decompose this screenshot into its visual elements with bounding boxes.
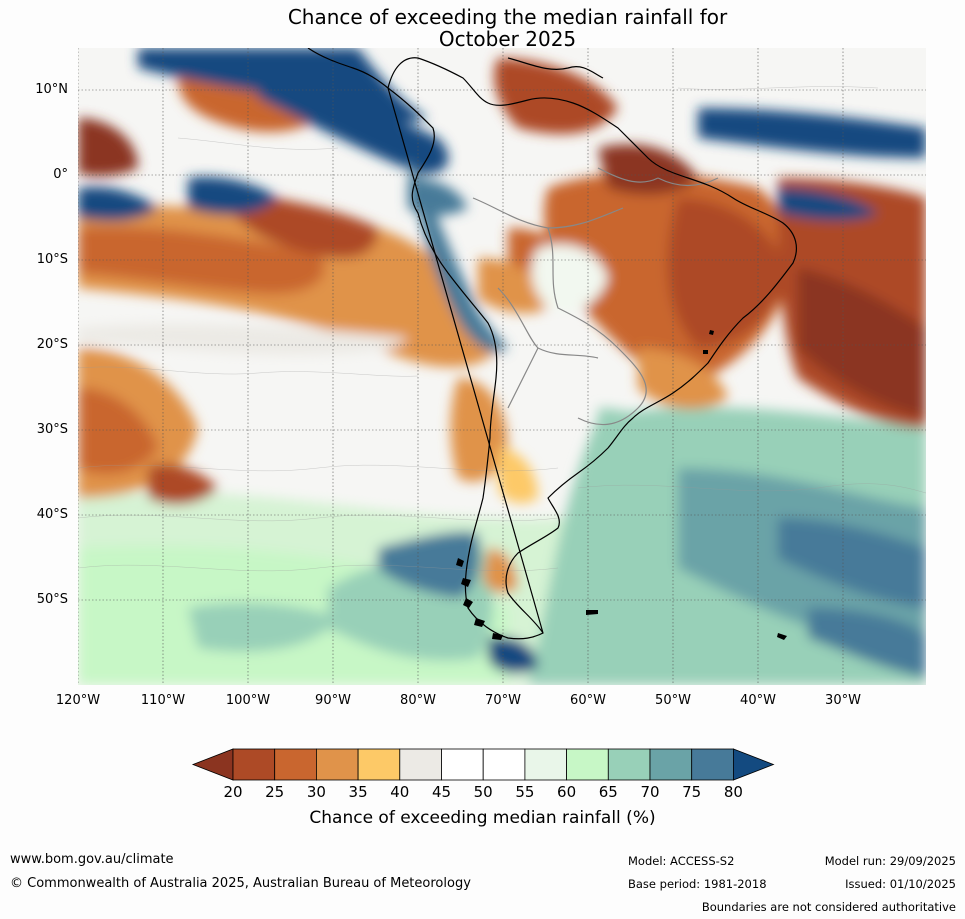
colorbar-tick-label: 40 bbox=[390, 783, 410, 801]
footer-model-run: Model run: 29/09/2025 bbox=[824, 854, 956, 868]
colorbar-segment bbox=[232, 748, 276, 781]
colorbar-tick-label: 70 bbox=[640, 783, 660, 801]
rainfall-map bbox=[78, 48, 926, 685]
colorbar bbox=[191, 748, 775, 781]
lon-label-90w: 90°W bbox=[315, 693, 351, 708]
lon-label-50w: 50°W bbox=[655, 693, 691, 708]
colorbar-label: Chance of exceeding median rainfall (%) bbox=[309, 808, 656, 828]
colorbar-tick-label: 35 bbox=[348, 783, 368, 801]
map-title-line-1: Chance of exceeding the median rainfall … bbox=[287, 5, 728, 29]
colorbar-tick-label: 65 bbox=[598, 783, 618, 801]
lon-label-120w: 120°W bbox=[55, 693, 101, 708]
colorbar-segment bbox=[607, 748, 651, 781]
colorbar-segment bbox=[274, 748, 317, 781]
colorbar-tick-label: 75 bbox=[682, 783, 702, 801]
map-title-line-2: October 2025 bbox=[438, 27, 577, 51]
colorbar-tick-label: 30 bbox=[306, 783, 326, 801]
lat-label-0: 0° bbox=[53, 167, 68, 182]
lon-label-30w: 30°W bbox=[825, 693, 861, 708]
lat-label-30s: 30°S bbox=[36, 422, 68, 437]
footer-website: www.bom.gov.au/climate bbox=[10, 852, 174, 867]
footer-disclaimer: Boundaries are not considered authoritat… bbox=[701, 900, 956, 914]
footer-issued: Issued: 01/10/2025 bbox=[845, 877, 956, 891]
colorbar-tick-label: 20 bbox=[223, 783, 243, 801]
lon-label-70w: 70°W bbox=[485, 693, 521, 708]
lon-label-60w: 60°W bbox=[570, 693, 606, 708]
colorbar-tick-label: 80 bbox=[723, 783, 743, 801]
colorbar-tick-label: 60 bbox=[557, 783, 577, 801]
lat-label-10n: 10°N bbox=[35, 82, 68, 97]
colorbar-segment bbox=[316, 748, 359, 781]
lon-label-110w: 110°W bbox=[140, 693, 186, 708]
footer-base-period: Base period: 1981-2018 bbox=[628, 877, 767, 891]
colorbar-segment bbox=[441, 748, 484, 781]
colorbar-extend-high bbox=[733, 748, 775, 781]
lat-label-10s: 10°S bbox=[36, 252, 68, 267]
footer-copyright: © Commonwealth of Australia 2025, Austra… bbox=[10, 876, 471, 891]
lat-label-20s: 20°S bbox=[36, 337, 68, 352]
lat-label-50s: 50°S bbox=[36, 592, 68, 607]
colorbar-segment bbox=[399, 748, 442, 781]
colorbar-tick-label: 45 bbox=[431, 783, 452, 801]
colorbar-segment bbox=[357, 748, 401, 781]
colorbar-tick-label: 55 bbox=[515, 783, 535, 801]
colorbar-segment bbox=[691, 748, 734, 781]
colorbar-segment bbox=[482, 748, 526, 781]
colorbar-extend-low bbox=[191, 748, 234, 781]
lon-label-40w: 40°W bbox=[740, 693, 776, 708]
colorbar-segment bbox=[649, 748, 693, 781]
footer-model: Model: ACCESS-S2 bbox=[628, 854, 735, 868]
colorbar-tick-label: 50 bbox=[473, 783, 493, 801]
colorbar-segment bbox=[566, 748, 609, 781]
lon-label-100w: 100°W bbox=[225, 693, 271, 708]
colorbar-tick-label: 25 bbox=[265, 783, 285, 801]
colorbar-segment bbox=[524, 748, 567, 781]
lon-label-80w: 80°W bbox=[400, 693, 436, 708]
lat-label-40s: 40°S bbox=[36, 507, 68, 522]
